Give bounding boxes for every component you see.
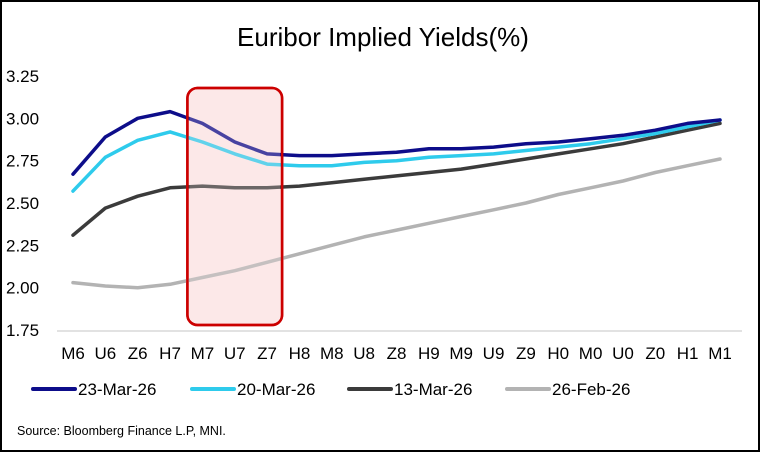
- x-tick-label: H1: [677, 344, 699, 363]
- x-tick-label: M1: [708, 344, 732, 363]
- source-note: Source: Bloomberg Finance L.P, MNI.: [17, 424, 226, 438]
- y-tick-label: 2.25: [6, 236, 39, 255]
- legend-item: 13-Mar-26: [347, 380, 472, 399]
- x-tick-label: H0: [547, 344, 569, 363]
- y-tick-label: 1.75: [6, 321, 39, 340]
- chart-title: Euribor Implied Yields(%): [237, 22, 529, 52]
- y-tick-label: 2.50: [6, 194, 39, 213]
- y-tick-label: 3.25: [6, 67, 39, 86]
- x-tick-label: U0: [612, 344, 634, 363]
- x-tick-label: M8: [320, 344, 344, 363]
- x-tick-label: Z0: [645, 344, 665, 363]
- y-tick-label: 2.00: [6, 279, 39, 298]
- x-tick-label: H8: [289, 344, 311, 363]
- series-line-20-Mar-26: [71, 118, 722, 193]
- series-line-23-Mar-26: [71, 109, 722, 176]
- x-tick-label: U9: [483, 344, 505, 363]
- x-tick-label: M9: [449, 344, 473, 363]
- x-tick-label: Z7: [257, 344, 277, 363]
- x-tick-label: M7: [191, 344, 215, 363]
- x-tick-label: U8: [353, 344, 375, 363]
- y-tick-label: 2.75: [6, 152, 39, 171]
- legend-item: 20-Mar-26: [190, 380, 315, 399]
- x-tick-label: U7: [224, 344, 246, 363]
- legend-item: 26-Feb-26: [505, 380, 630, 399]
- legend-label: 23-Mar-26: [78, 380, 156, 399]
- x-tick-label: U6: [94, 344, 116, 363]
- legend-label: 26-Feb-26: [552, 380, 630, 399]
- x-tick-label: M6: [61, 344, 85, 363]
- legend-item: 23-Mar-26: [31, 380, 156, 399]
- x-tick-label: Z8: [387, 344, 407, 363]
- legend-label: 13-Mar-26: [394, 380, 472, 399]
- highlight-border: [186, 86, 284, 327]
- highlight-overlay: [189, 90, 281, 323]
- x-tick-label: H7: [159, 344, 181, 363]
- x-tick-label: Z6: [128, 344, 148, 363]
- series-line-26-Feb-26: [71, 157, 722, 290]
- series-line-13-Mar-26: [71, 121, 722, 237]
- x-tick-label: H9: [418, 344, 440, 363]
- x-tick-label: Z9: [516, 344, 536, 363]
- x-tick-label: M0: [579, 344, 603, 363]
- legend-label: 20-Mar-26: [237, 380, 315, 399]
- y-tick-label: 3.00: [6, 109, 39, 128]
